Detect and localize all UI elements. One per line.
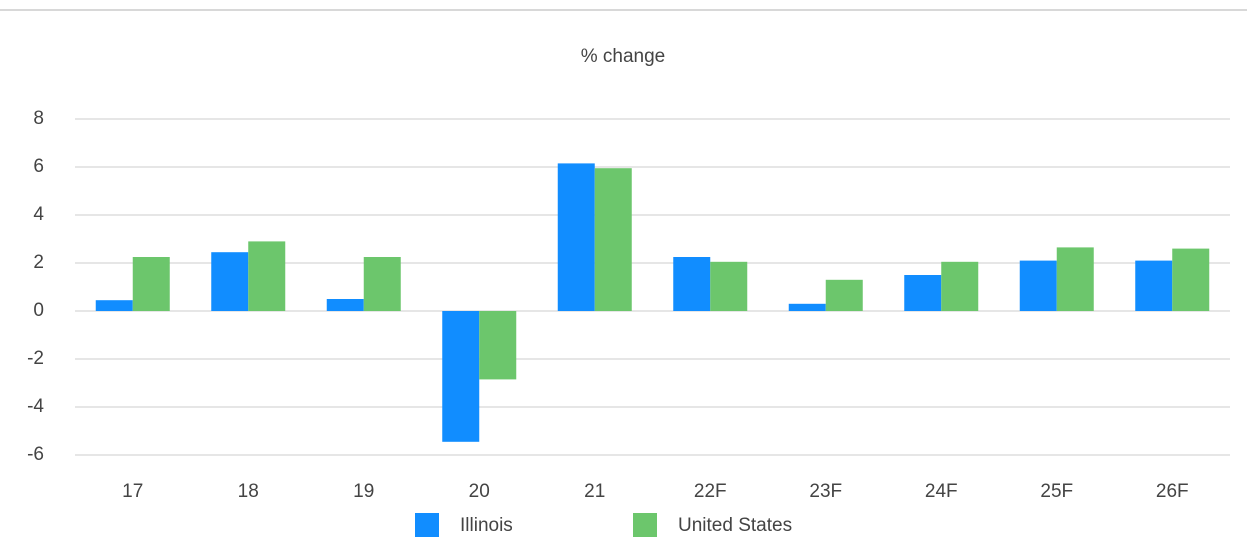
x-tick-label: 25F (1040, 481, 1073, 502)
x-tick-label: 18 (238, 481, 259, 502)
bar (248, 241, 286, 311)
x-tick-label: 26F (1156, 481, 1189, 502)
bar (211, 252, 249, 311)
bar (326, 299, 364, 311)
y-tick-label: -4 (27, 396, 44, 417)
bar (95, 300, 133, 311)
legend-swatch (633, 513, 657, 537)
x-tick-label: 24F (925, 481, 958, 502)
bar (941, 261, 979, 311)
bar (132, 257, 170, 311)
bar (673, 257, 711, 311)
bar (825, 279, 863, 311)
x-tick-label: 17 (122, 481, 143, 502)
x-tick-label: 22F (694, 481, 727, 502)
y-tick-label: 4 (33, 204, 44, 225)
bar (363, 257, 401, 311)
x-tick-label: 19 (353, 481, 374, 502)
bar (442, 311, 480, 442)
y-tick-label: 0 (33, 300, 44, 321)
legend-swatch (415, 513, 439, 537)
y-tick-label: -2 (27, 348, 44, 369)
bar (1056, 247, 1094, 311)
legend-label: United States (678, 515, 792, 536)
legend-label: Illinois (460, 515, 513, 536)
y-tick-label: 6 (33, 156, 44, 177)
y-tick-label: -6 (27, 444, 44, 465)
bar (479, 311, 517, 380)
bar (1172, 248, 1210, 311)
bar (557, 163, 595, 311)
bar (788, 303, 826, 311)
chart-title: % change (581, 46, 666, 67)
y-tick-label: 8 (33, 108, 44, 129)
bar (710, 261, 748, 311)
y-tick-label: 2 (33, 252, 44, 273)
bar (1019, 260, 1057, 311)
bar (594, 168, 632, 311)
bar (904, 275, 942, 311)
x-tick-label: 21 (584, 481, 605, 502)
bar (1135, 260, 1173, 311)
x-tick-label: 23F (809, 481, 842, 502)
x-tick-label: 20 (469, 481, 490, 502)
